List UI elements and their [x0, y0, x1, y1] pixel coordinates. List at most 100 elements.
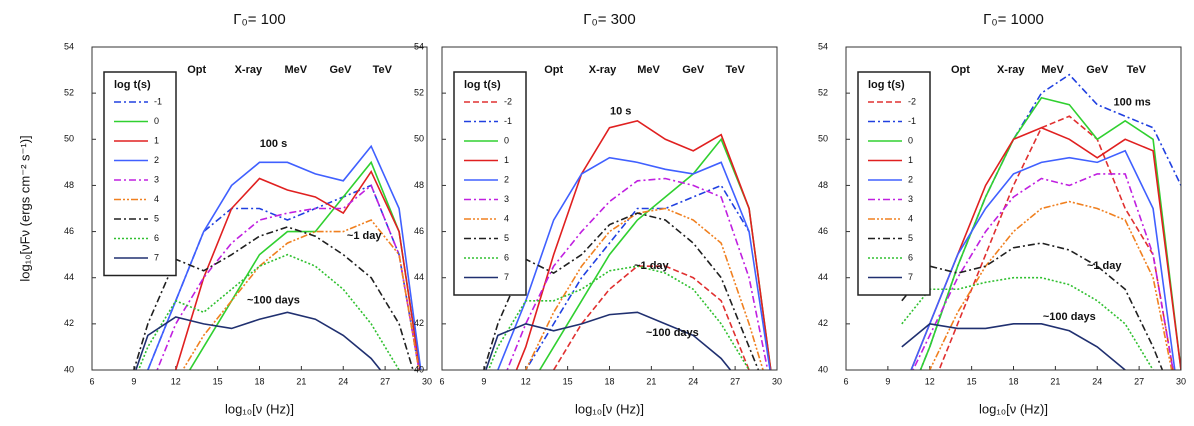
annotation: ~1 day	[1087, 260, 1122, 272]
panel: Γ₀= 100 log₁₀[ν (Hz)] log₁₀[νFν (ergs cm⁻²…	[17, 11, 432, 416]
legend-box	[453, 71, 527, 296]
series-line	[919, 96, 1181, 370]
x-tick-label: 27	[730, 376, 740, 386]
legend-label: -2	[504, 96, 512, 106]
legend-label: 3	[504, 194, 509, 204]
x-tick-label: 12	[925, 376, 935, 386]
series-line	[506, 177, 769, 370]
series-line	[910, 149, 1176, 370]
legend-label: 7	[908, 272, 913, 282]
legend: log t(s)-1 0 1 2 3 4 5 6 7	[103, 71, 177, 277]
x-tick-label: 18	[604, 376, 614, 386]
legend-label: 5	[154, 213, 159, 223]
y-tick-label: 50	[818, 134, 828, 144]
y-tick-label: 52	[64, 88, 74, 98]
legend-label: 1	[908, 155, 913, 165]
series-line	[901, 276, 1155, 370]
y-tick-label: 44	[64, 272, 74, 282]
series-line	[919, 73, 1181, 370]
x-tick-label: 6	[439, 376, 444, 386]
annotation: ~1 day	[347, 230, 382, 242]
plot-frame	[845, 46, 1182, 371]
y-tick-label: 48	[818, 180, 828, 190]
x-axis-label: log₁₀[ν (Hz)]	[225, 401, 294, 416]
legend-title: log t(s)	[464, 79, 501, 91]
series-line	[538, 137, 772, 370]
legend-label: 2	[908, 174, 913, 184]
legend-label: -1	[154, 96, 162, 106]
annotation: Opt	[951, 64, 970, 76]
series-line	[910, 126, 1181, 370]
legend-label: 6	[908, 252, 913, 262]
y-tick-label: 54	[414, 41, 424, 51]
x-tick-label: 6	[843, 376, 848, 386]
annotation: 100 ms	[1113, 96, 1150, 108]
annotation: GeV	[1086, 64, 1109, 76]
legend-label: 0	[908, 135, 913, 145]
annotation: Opt	[187, 64, 206, 76]
y-tick-label: 42	[818, 318, 828, 328]
series-line	[524, 184, 750, 370]
legend-label: 1	[154, 135, 159, 145]
x-tick-label: 15	[967, 376, 977, 386]
x-tick-label: 9	[885, 376, 890, 386]
legend-box	[103, 71, 177, 277]
legend-label: -2	[908, 96, 916, 106]
y-tick-label: 42	[414, 318, 424, 328]
series-line	[497, 156, 771, 370]
legend-label: 3	[908, 194, 913, 204]
legend: log t(s)-2 -1 0 1 2 3 4 5 6 7	[857, 71, 931, 296]
annotation: MeV	[637, 64, 660, 76]
x-tick-label: 30	[1176, 376, 1186, 386]
x-tick-label: 6	[89, 376, 94, 386]
panel-title: Γ₀= 300	[583, 11, 635, 28]
y-tick-label: 48	[414, 180, 424, 190]
x-tick-label: 15	[563, 376, 573, 386]
annotation: MeV	[1041, 64, 1064, 76]
legend-title: log t(s)	[868, 79, 905, 91]
series-line	[901, 323, 1127, 370]
legend: log t(s)-2 -1 0 1 2 3 4 5 6 7	[453, 71, 527, 296]
legend-label: -1	[504, 116, 512, 126]
legend-label: 6	[154, 233, 159, 243]
legend-label: 6	[504, 252, 509, 262]
lines	[483, 119, 772, 370]
y-tick-label: 54	[818, 41, 828, 51]
annotation: ~100 days	[1043, 311, 1096, 323]
legend-label: 0	[504, 135, 509, 145]
panel-title: Γ₀= 100	[233, 11, 285, 28]
x-tick-label: 9	[131, 376, 136, 386]
plot-frame	[441, 46, 778, 371]
x-tick-label: 21	[1050, 376, 1060, 386]
lines	[133, 144, 422, 370]
x-tick-label: 9	[481, 376, 486, 386]
x-tick-label: 12	[521, 376, 531, 386]
legend-box	[857, 71, 931, 296]
x-tick-label: 21	[296, 376, 306, 386]
series-line	[181, 219, 420, 370]
y-axis-label: log₁₀[νFν (ergs cm⁻² s⁻¹)]	[17, 135, 32, 281]
annotation: TeV	[725, 64, 745, 76]
x-tick-label: 30	[422, 376, 432, 386]
legend-label: -1	[908, 116, 916, 126]
y-tick-label: 40	[818, 364, 828, 374]
annotation: ~100 days	[646, 327, 699, 339]
x-tick-label: 30	[772, 376, 782, 386]
series-line	[901, 242, 1164, 370]
series-line	[188, 160, 421, 370]
series-line	[928, 200, 1173, 370]
legend-label: 4	[154, 194, 159, 204]
series-line	[552, 265, 750, 370]
annotation: TeV	[373, 64, 393, 76]
legend-title: log t(s)	[114, 79, 151, 91]
annotation: X-ray	[235, 64, 263, 76]
y-tick-label: 50	[64, 134, 74, 144]
legend-label: 5	[504, 233, 509, 243]
legend-label: 5	[908, 233, 913, 243]
legend-label: 2	[504, 174, 509, 184]
annotation: GeV	[329, 64, 352, 76]
